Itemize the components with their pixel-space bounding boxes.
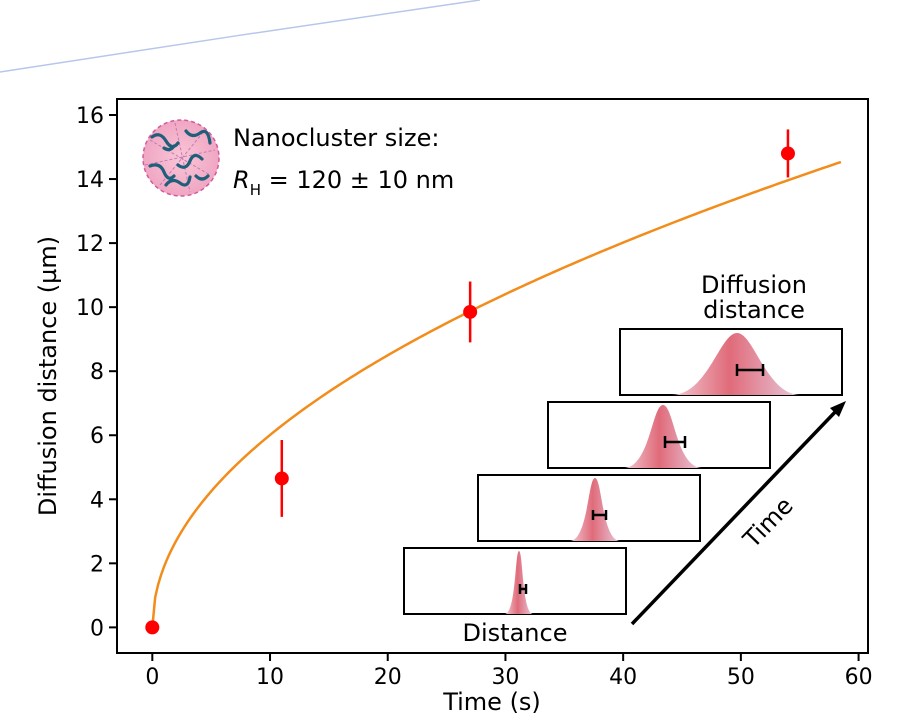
nanocluster-legend: Nanocluster size: RH = 120 ± 10 nm [142, 119, 454, 199]
inset-time-label: Time [737, 492, 799, 554]
y-tick-label: 0 [90, 616, 104, 641]
fit-curve [151, 160, 842, 628]
y-tick-label: 14 [76, 168, 104, 193]
y-tick-label: 12 [76, 232, 104, 257]
x-tick-label: 30 [491, 665, 519, 690]
nanocluster-icon [142, 119, 220, 197]
profile-errorbar-1 [518, 584, 528, 594]
profile-errorbar-4 [735, 364, 765, 376]
plot-frame [116, 98, 869, 654]
y-tick-label: 6 [90, 424, 104, 449]
y-tick-label: 4 [90, 488, 104, 513]
x-tick-label: 20 [374, 665, 402, 690]
profile-peak-1 [505, 551, 533, 614]
profile-peak-2 [570, 478, 620, 541]
rh-symbol: R [233, 166, 250, 194]
data-point [274, 471, 289, 486]
y-tick-label: 16 [76, 104, 104, 129]
rh-value: = 120 ± 10 nm [261, 166, 454, 194]
data-points [145, 129, 795, 635]
nanocluster-size-label: Nanocluster size: [233, 124, 439, 152]
y-tick-label: 2 [90, 552, 104, 577]
profile-errorbar-2 [591, 510, 608, 520]
x-tick-label: 50 [727, 665, 755, 690]
profile-box-2 [477, 474, 701, 542]
profile-errorbar-3 [663, 436, 687, 448]
profile-box-4 [619, 328, 843, 396]
profile-box-1 [403, 547, 627, 615]
x-tick-label: 60 [845, 665, 873, 690]
x-axis-label: Time (s) [442, 688, 541, 716]
data-point [780, 146, 795, 161]
x-tick-label: 10 [256, 665, 284, 690]
background-stroke [0, 0, 481, 73]
inset-title-line2: distance [703, 296, 805, 324]
profile-peak-3 [624, 405, 702, 468]
profile-box-3 [547, 401, 771, 469]
data-point [463, 304, 478, 319]
axis-ticks: 0 10 20 30 40 50 60 0 2 4 6 8 10 12 14 16 [76, 104, 873, 690]
x-tick-label: 0 [145, 665, 159, 690]
inset-distance-label: Distance [463, 619, 568, 647]
inset-title-line1: Diffusion [701, 271, 807, 299]
rh-line: RH = 120 ± 10 nm [233, 166, 454, 199]
y-tick-label: 8 [90, 360, 104, 385]
time-arrow [630, 401, 846, 626]
x-tick-label: 40 [609, 665, 637, 690]
rh-subscript: H [250, 181, 261, 199]
fit-curve-group [151, 160, 842, 628]
y-axis-label: Diffusion distance (µm) [34, 236, 62, 516]
y-tick-label: 10 [76, 296, 104, 321]
data-point [145, 620, 160, 635]
